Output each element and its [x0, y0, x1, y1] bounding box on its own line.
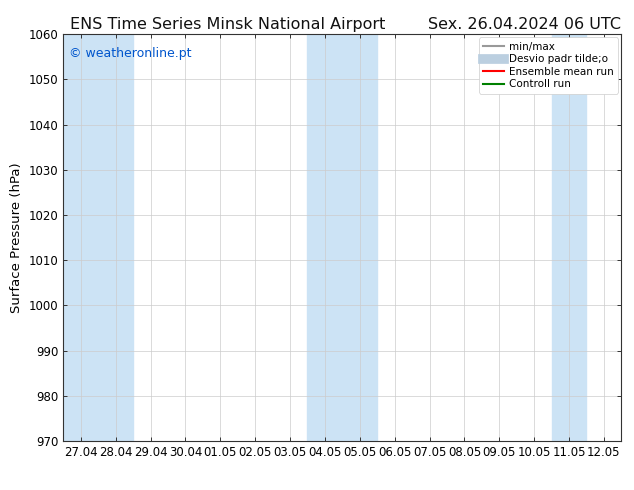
Legend: min/max, Desvio padr tilde;o, Ensemble mean run, Controll run: min/max, Desvio padr tilde;o, Ensemble m… — [479, 37, 618, 94]
Text: Sex. 26.04.2024 06 UTC: Sex. 26.04.2024 06 UTC — [429, 17, 621, 32]
Bar — [98, 34, 133, 441]
Text: © weatheronline.pt: © weatheronline.pt — [69, 47, 191, 59]
Bar — [307, 34, 342, 441]
Bar — [552, 34, 586, 441]
Y-axis label: Surface Pressure (hPa): Surface Pressure (hPa) — [10, 162, 23, 313]
Bar — [342, 34, 377, 441]
Bar — [63, 34, 98, 441]
Text: ENS Time Series Minsk National Airport: ENS Time Series Minsk National Airport — [70, 17, 385, 32]
